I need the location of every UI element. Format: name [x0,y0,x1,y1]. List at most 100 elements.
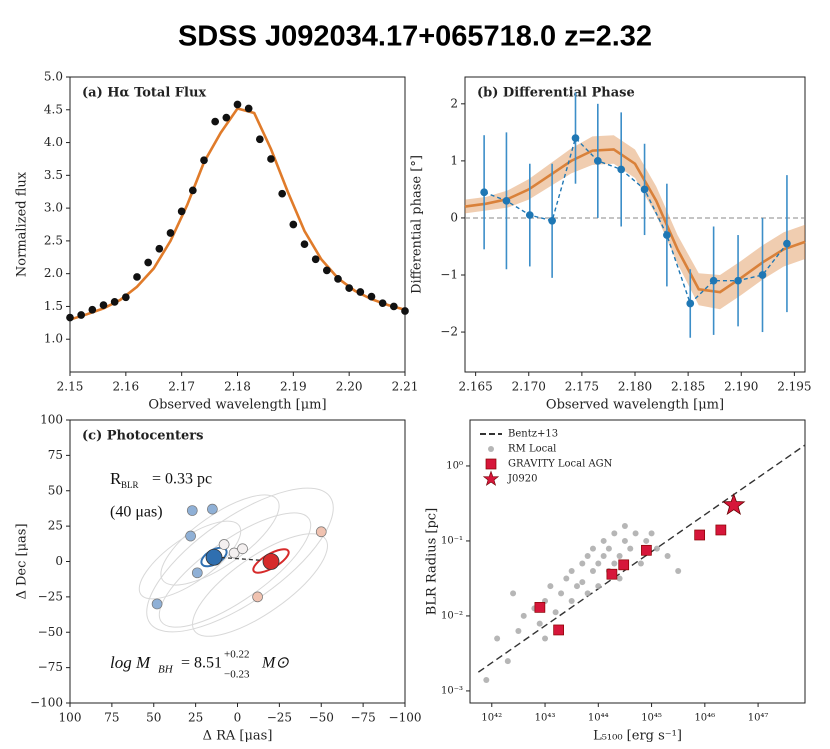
x-tick-label: 2.195 [777,380,811,394]
point [520,612,527,619]
point [483,676,490,683]
point [643,537,650,544]
point [616,575,623,582]
x-tick-label: 100 [59,711,82,725]
point [663,231,671,239]
point [200,156,208,165]
point [237,543,248,555]
y-tick-label: 1 [450,153,458,167]
point [595,583,602,590]
point [722,493,746,516]
point [222,113,231,122]
point [632,530,639,537]
annotation: (40 μas) [110,504,163,521]
panel: 10⁴² 10⁴³ 10⁴⁴ 10⁴⁵ 10⁴⁶ 10⁴⁷ 10⁻³ 10⁻² 10⁻¹ 10⁰ L… [425,419,806,744]
point [709,276,718,285]
x-tick-label: 2.175 [565,380,599,394]
point [605,545,612,552]
x-tick-label: 2.20 [336,380,363,394]
x-tick-label: 2.17 [168,380,195,394]
point [563,575,570,582]
ellipse [160,494,280,586]
y-tick-label: 10⁰ [446,460,463,471]
point [579,579,586,586]
point [640,185,649,194]
point [356,288,365,296]
point [186,505,198,516]
point [207,503,218,515]
x-tick-label: −50 [309,711,334,725]
panel-title: (c) Photocenters [82,429,203,444]
y-tick-label: 25 [48,519,63,533]
point [300,240,309,249]
point [255,135,264,144]
point [110,298,119,306]
point [155,244,164,253]
error-ellipses [138,487,334,637]
point [494,635,501,642]
point [99,301,108,309]
x-tick-label: 10⁴⁴ [588,713,609,724]
x-tick-label: −25 [267,711,292,725]
legend-swatch [482,470,500,486]
point [694,529,706,541]
point [653,545,660,552]
y-tick-label: 2 [450,96,458,110]
point [595,560,602,567]
point [133,273,141,281]
x-tick-label: 2.19 [280,380,307,394]
legend-swatch [485,458,497,470]
annotation: +0.22 [224,649,249,661]
y-tick-label: −50 [38,625,63,639]
point [289,220,298,229]
point [584,590,591,597]
x-tick-label: 0 [234,711,242,725]
panel: 2.165 2.170 2.175 2.180 2.185 2.190 2.195 −2 −1 0… [410,76,812,413]
y-tick-label: 5.0 [44,70,63,84]
x-tick-label: 2.15 [57,380,84,394]
y-axis-label: Normalized flux [15,171,30,277]
point [617,165,626,174]
point [558,590,565,597]
point [262,553,280,570]
point [579,560,586,567]
x-axis-label: L₅₁₀₀ [erg s⁻¹] [593,729,682,744]
point [600,537,607,544]
y-tick-label: −25 [38,589,63,603]
point [166,229,175,237]
panel: 100 75 50 25 0 −25 −50 −75 −100 −100 −75 −50 −25 0 25 5… [15,413,422,744]
annotation: BH [158,664,174,676]
point [573,583,580,590]
y-axis-label: Δ Dec [μas] [15,523,30,599]
y-tick-label: −2 [440,325,458,339]
y-tick-label: 4.0 [44,135,63,149]
x-axis-label: Observed wavelength [μm] [546,398,724,413]
point [611,560,618,567]
ellipse [146,487,334,633]
point [548,216,556,225]
y-tick-label: 75 [48,448,63,462]
panel-title: (a) Hα Total Flux [82,86,206,101]
annotation: R [110,469,122,488]
point [525,211,534,219]
point [218,539,230,550]
point [621,537,628,544]
point [621,523,628,530]
point [686,299,695,308]
annotation: log M [110,653,151,672]
point [611,530,618,537]
point [378,299,387,308]
point [593,157,602,165]
point [552,609,559,616]
point [188,186,197,195]
x-tick-label: 2.170 [512,380,546,394]
y-tick-label: 1.5 [44,299,63,313]
point [600,552,607,559]
plot-frame [464,76,806,373]
point [389,302,398,311]
x-tick-label: 2.190 [724,380,758,394]
legend-label: GRAVITY Local AGN [508,459,613,470]
point [553,624,564,636]
point [758,271,767,279]
